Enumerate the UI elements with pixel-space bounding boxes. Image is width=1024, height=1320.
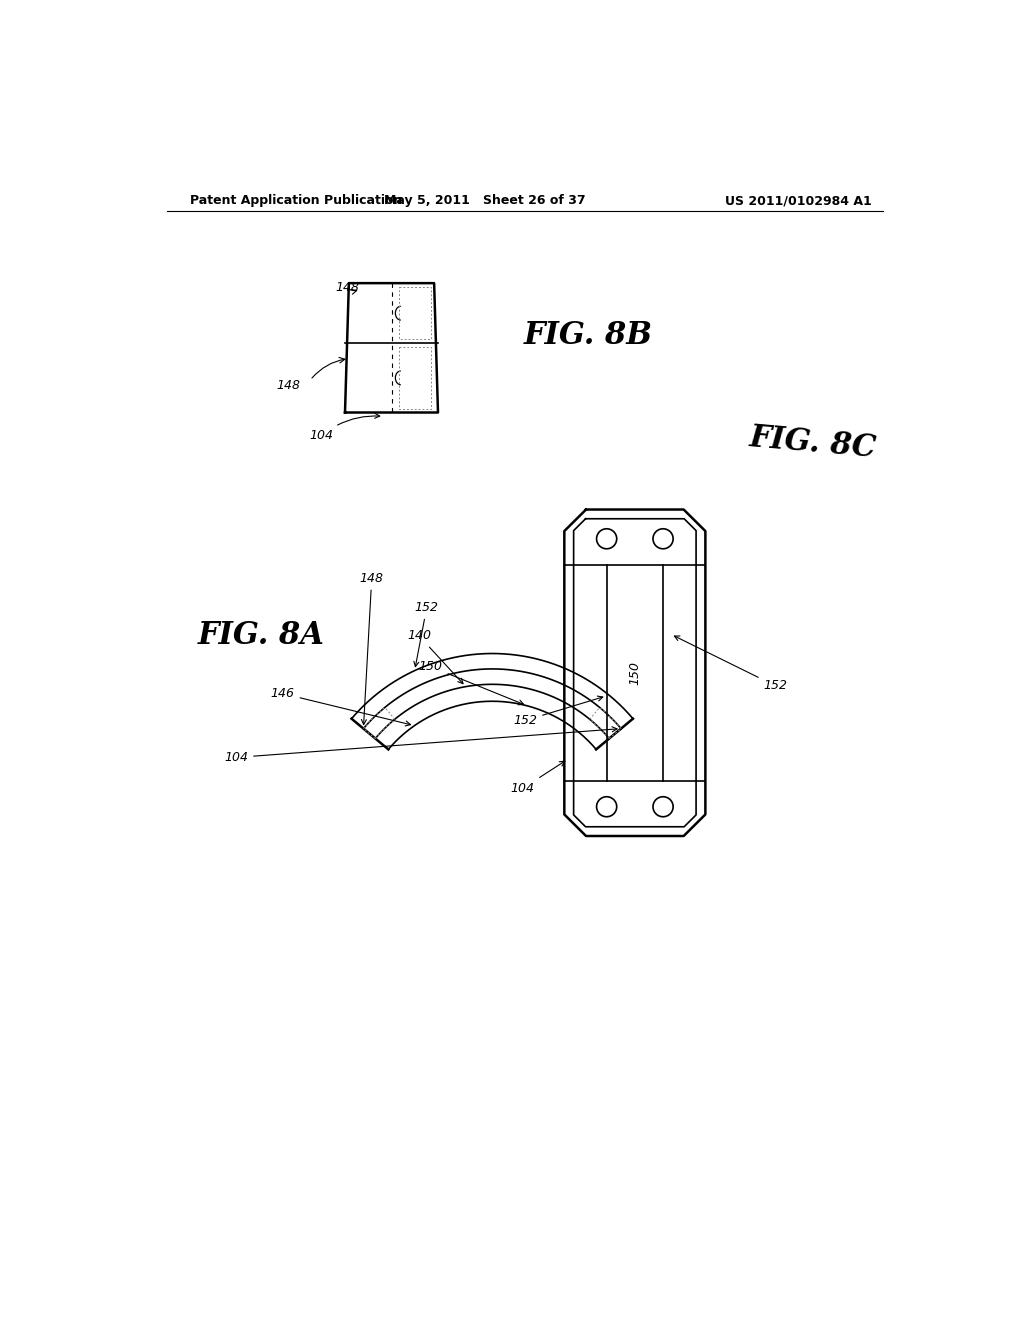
Text: 104: 104	[224, 727, 617, 764]
Text: May 5, 2011   Sheet 26 of 37: May 5, 2011 Sheet 26 of 37	[384, 194, 586, 207]
Text: 152: 152	[513, 696, 603, 727]
Text: 104: 104	[309, 413, 380, 442]
Text: FIG. 8B: FIG. 8B	[523, 319, 652, 351]
Text: 150: 150	[629, 661, 641, 685]
Text: US 2011/0102984 A1: US 2011/0102984 A1	[725, 194, 872, 207]
Text: FIG. 8C: FIG. 8C	[748, 422, 878, 465]
Text: 148: 148	[276, 379, 300, 392]
Text: FIG. 8A: FIG. 8A	[198, 620, 325, 651]
Text: 152: 152	[675, 636, 787, 693]
Text: 152: 152	[414, 601, 438, 667]
Text: 104: 104	[511, 762, 565, 795]
Text: 150: 150	[419, 660, 523, 705]
Text: Patent Application Publication: Patent Application Publication	[190, 194, 402, 207]
Text: 148: 148	[359, 572, 384, 725]
Text: 140: 140	[407, 630, 463, 684]
Text: 148: 148	[335, 281, 359, 294]
Text: 146: 146	[270, 686, 411, 726]
